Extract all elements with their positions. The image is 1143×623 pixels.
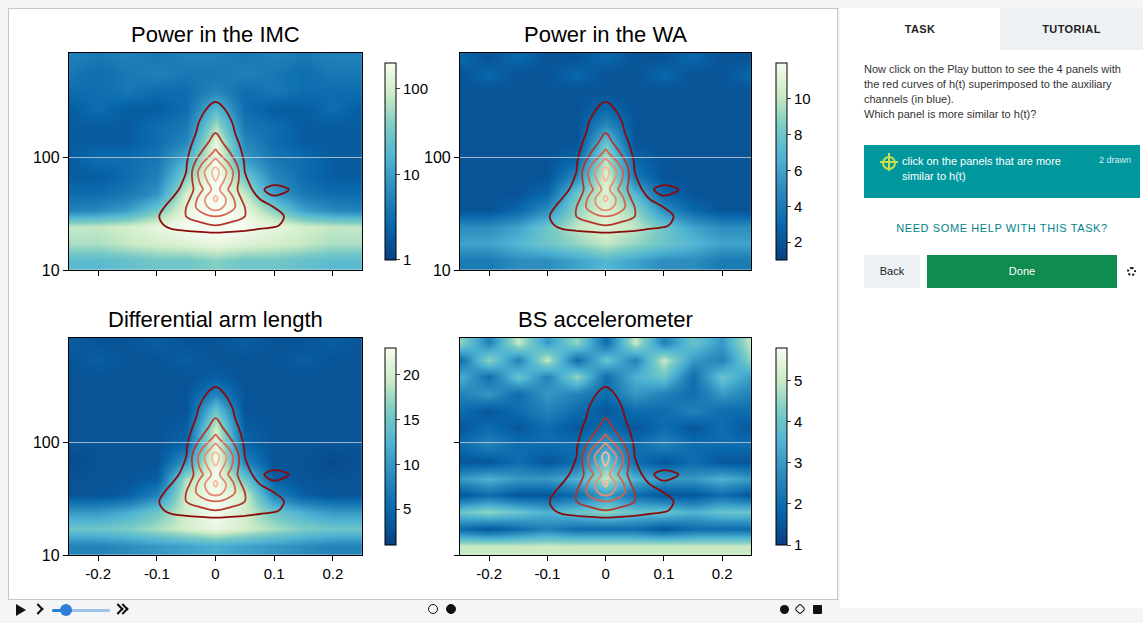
svg-text:5: 5 bbox=[403, 500, 411, 517]
svg-text:2: 2 bbox=[794, 233, 802, 250]
svg-text:4: 4 bbox=[794, 413, 802, 430]
svg-text:-0.1: -0.1 bbox=[144, 565, 170, 582]
svg-text:-0.1: -0.1 bbox=[534, 565, 560, 582]
svg-text:3: 3 bbox=[794, 454, 802, 471]
html-text:TUTORIAL: TUTORIAL bbox=[1042, 23, 1101, 35]
svg-text:-0.2: -0.2 bbox=[85, 565, 111, 582]
html-text:2 drawn: 2 drawn bbox=[1099, 155, 1131, 165]
svg-text:1: 1 bbox=[403, 251, 411, 268]
svg-text:10: 10 bbox=[794, 90, 811, 107]
svg-text:0: 0 bbox=[211, 565, 219, 582]
html-text:NEED SOME HELP WITH THIS TASK?: NEED SOME HELP WITH THIS TASK? bbox=[896, 222, 1108, 234]
svg-text:0.2: 0.2 bbox=[712, 565, 733, 582]
svg-text:0.1: 0.1 bbox=[264, 565, 285, 582]
svg-text:4: 4 bbox=[794, 198, 802, 215]
svg-text:100: 100 bbox=[403, 80, 428, 97]
svg-text:2: 2 bbox=[794, 495, 802, 512]
html-text:click on the panels that are m: click on the panels that are more simila… bbox=[902, 155, 1061, 182]
svg-text:BS accelerometer: BS accelerometer bbox=[518, 307, 693, 332]
svg-text:6: 6 bbox=[794, 162, 802, 179]
svg-text:10: 10 bbox=[403, 456, 420, 473]
svg-text:Power in the WA: Power in the WA bbox=[524, 22, 687, 47]
svg-text:10: 10 bbox=[42, 547, 60, 564]
html-text:Back: Back bbox=[879, 265, 905, 277]
svg-text:100: 100 bbox=[33, 149, 60, 166]
svg-text:Power in the IMC: Power in the IMC bbox=[131, 22, 300, 47]
svg-text:5: 5 bbox=[794, 372, 802, 389]
svg-text:10: 10 bbox=[42, 262, 60, 279]
svg-text:-0.2: -0.2 bbox=[476, 565, 502, 582]
svg-text:1: 1 bbox=[794, 536, 802, 553]
html-text:Done: Done bbox=[1008, 265, 1036, 277]
html-text:Now click on the Play button t: Now click on the Play button to see the … bbox=[864, 63, 1121, 105]
svg-text:0.2: 0.2 bbox=[322, 565, 343, 582]
svg-text:Differential arm length: Differential arm length bbox=[108, 307, 323, 332]
svg-text:8: 8 bbox=[794, 126, 802, 143]
html-text:TASK: TASK bbox=[904, 23, 936, 35]
html-text:Which panel is more similar to: Which panel is more similar to h(t)? bbox=[864, 108, 1037, 120]
svg-text:20: 20 bbox=[403, 366, 420, 383]
svg-text:10: 10 bbox=[433, 262, 451, 279]
svg-text:10: 10 bbox=[403, 166, 420, 183]
svg-text:100: 100 bbox=[424, 149, 451, 166]
svg-text:100: 100 bbox=[33, 434, 60, 451]
svg-text:0: 0 bbox=[601, 565, 609, 582]
svg-text:15: 15 bbox=[403, 411, 420, 428]
svg-text:0.1: 0.1 bbox=[653, 565, 674, 582]
